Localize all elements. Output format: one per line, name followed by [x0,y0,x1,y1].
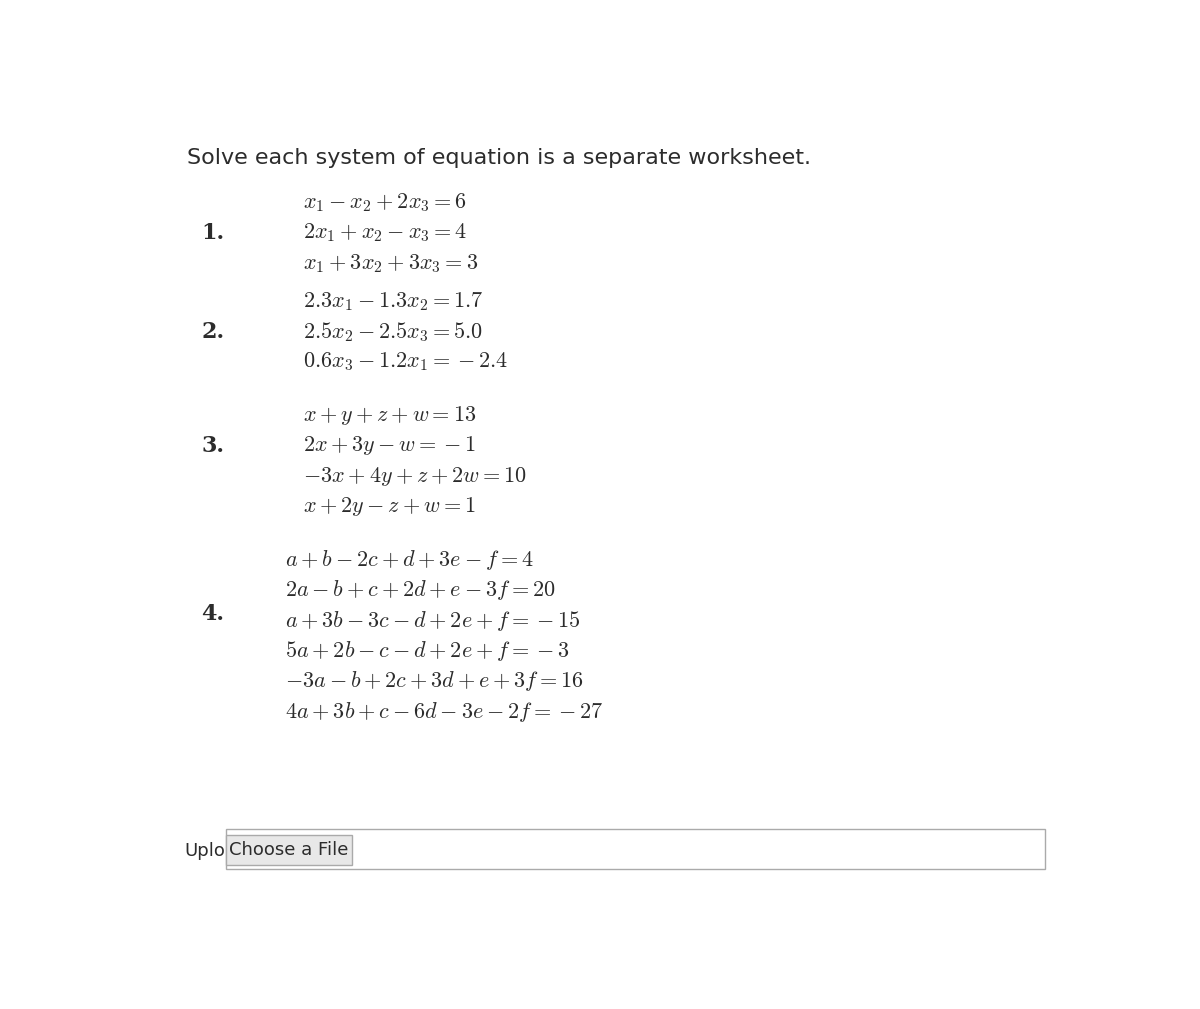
FancyBboxPatch shape [227,828,1045,870]
Text: $x + 2y - z + w = 1$: $x + 2y - z + w = 1$ [304,495,476,518]
Text: Solve each system of equation is a separate worksheet.: Solve each system of equation is a separ… [187,148,811,169]
Text: $a + b - 2c + d + 3e - f = 4$: $a + b - 2c + d + 3e - f = 4$ [284,548,534,572]
Text: Upload: Upload [185,843,247,861]
Text: 2.: 2. [202,321,224,343]
Text: 3.: 3. [202,435,224,457]
Text: $x_1 + 3x_2 + 3x_3 = 3$: $x_1 + 3x_2 + 3x_3 = 3$ [304,252,479,274]
Text: $x + y + z + w = 13$: $x + y + z + w = 13$ [304,404,476,427]
Text: $2x + 3y - w = -1$: $2x + 3y - w = -1$ [304,434,476,457]
Text: 4.: 4. [202,602,224,625]
Text: $a + 3b - 3c - d + 2e + f = -15$: $a + 3b - 3c - d + 2e + f = -15$ [284,608,581,633]
Text: $5a + 2b - c - d + 2e + f = -3$: $5a + 2b - c - d + 2e + f = -3$ [284,639,570,663]
Text: 1.: 1. [202,222,224,244]
Text: $2.3x_1 - 1.3x_2 = 1.7$: $2.3x_1 - 1.3x_2 = 1.7$ [304,290,484,313]
Text: $2a - b + c + 2d + e - 3f = 20$: $2a - b + c + 2d + e - 3f = 20$ [284,578,556,602]
Text: Choose a File: Choose a File [229,840,349,859]
Text: $2x_1 + x_2 - x_3 = 4$: $2x_1 + x_2 - x_3 = 4$ [304,222,468,244]
Text: $0.6x_3 - 1.2x_1 = -2.4$: $0.6x_3 - 1.2x_1 = -2.4$ [304,350,509,373]
Text: $-3x + 4y + z + 2w = 10$: $-3x + 4y + z + 2w = 10$ [304,464,528,487]
Text: $-3a - b + 2c + 3d + e + 3f = 16$: $-3a - b + 2c + 3d + e + 3f = 16$ [284,669,584,693]
FancyBboxPatch shape [227,835,352,865]
Text: $4a + 3b + c - 6d - 3e - 2f = -27$: $4a + 3b + c - 6d - 3e - 2f = -27$ [284,699,604,723]
Text: $2.5x_2 - 2.5x_3 = 5.0$: $2.5x_2 - 2.5x_3 = 5.0$ [304,320,484,343]
Text: $x_1 - x_2 + 2x_3 = 6$: $x_1 - x_2 + 2x_3 = 6$ [304,192,468,214]
